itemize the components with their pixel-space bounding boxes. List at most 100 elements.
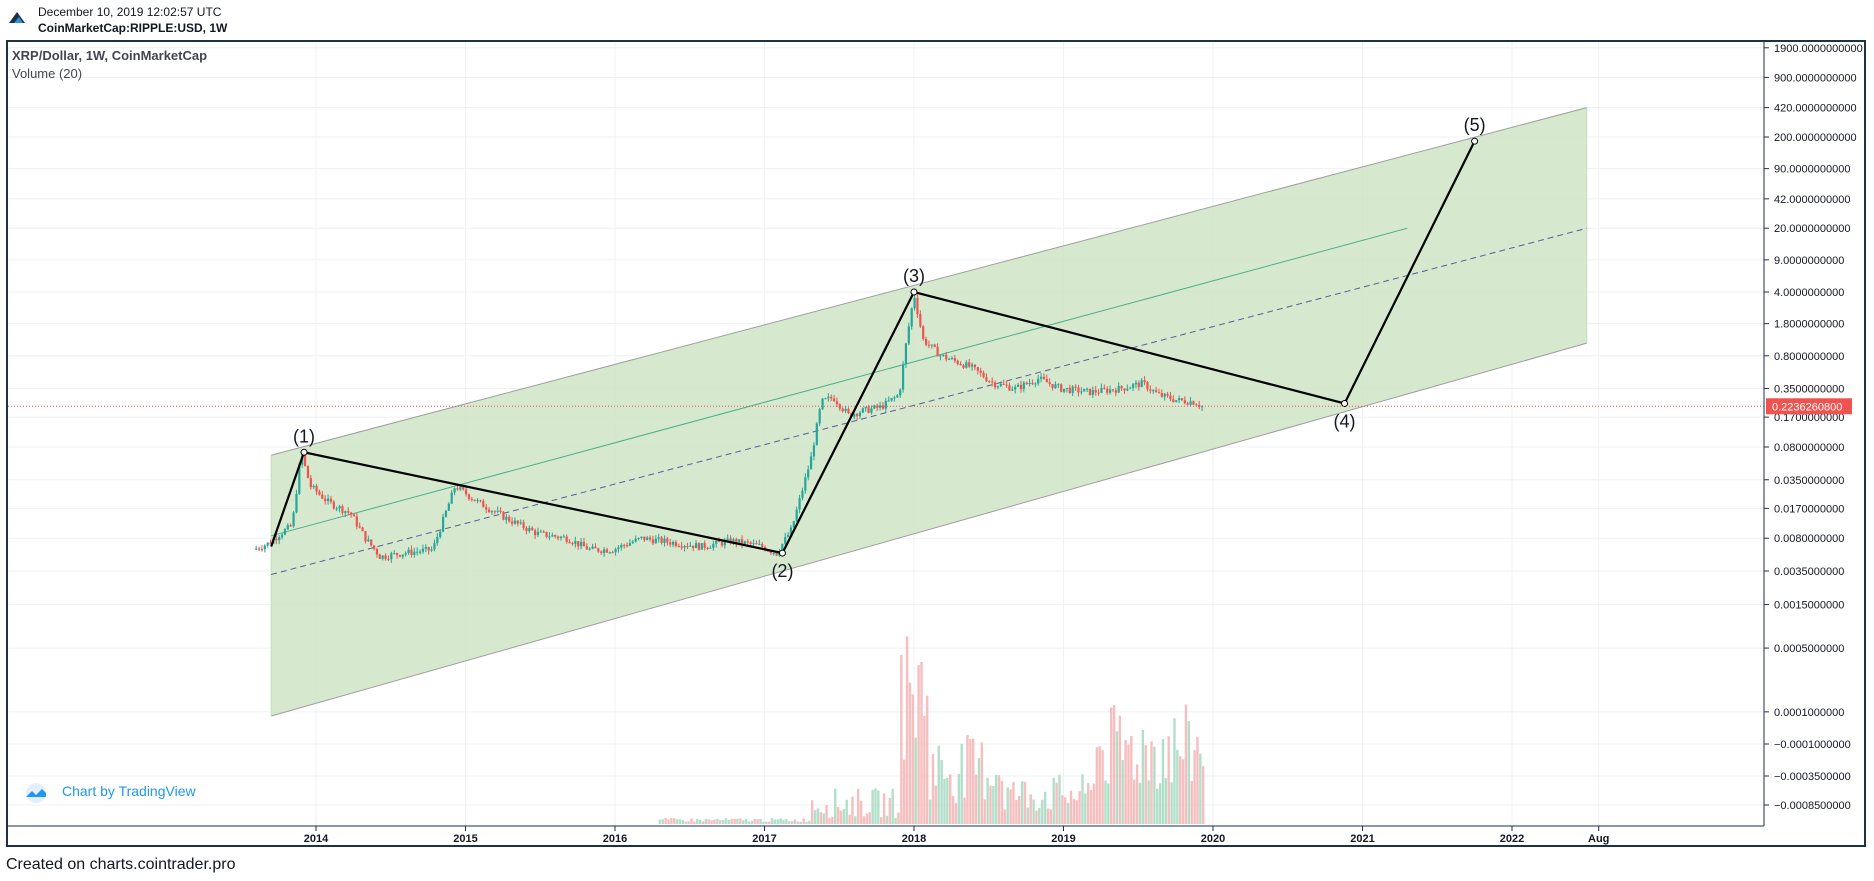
volume-bar (1069, 790, 1073, 824)
volume-bar (1167, 736, 1170, 824)
volume-bar (949, 774, 952, 824)
candle-body (841, 408, 844, 412)
volume-bar (762, 821, 765, 824)
candle-body (398, 555, 402, 557)
candle-body (726, 538, 729, 541)
candle-body (286, 525, 289, 530)
candle-body (413, 551, 416, 555)
candle-body (1062, 388, 1066, 392)
volume-bar (1173, 718, 1176, 824)
candle-body (1002, 383, 1005, 385)
candle-body (1169, 395, 1172, 400)
candle-body (510, 521, 514, 524)
candle-body (792, 521, 795, 528)
volume-bar (877, 790, 880, 824)
volume-bar (779, 818, 782, 824)
candle-body (873, 405, 876, 409)
volume-bar (854, 816, 857, 824)
price-axis: 1900.0000000000 900.0000000000 420.0000000… (1763, 42, 1863, 826)
volume-bar (736, 818, 739, 824)
candle-body (318, 491, 321, 495)
candle-body (462, 486, 465, 490)
candle-body (1045, 378, 1048, 383)
volume-bar (1130, 735, 1133, 824)
candle-body (1146, 382, 1149, 390)
candle-body (930, 344, 933, 346)
volume-bar (808, 820, 811, 824)
candle-body (574, 541, 577, 544)
candle-body (761, 544, 764, 547)
candle-body (657, 537, 660, 539)
candle-body (257, 548, 261, 550)
volume-bars (658, 636, 1205, 824)
volume-bar (911, 694, 915, 824)
volume-bar (1115, 731, 1119, 824)
candle-body (732, 539, 735, 544)
volume-bar (1009, 789, 1012, 824)
volume-bar (667, 819, 670, 824)
candle-body (410, 549, 413, 555)
price-tick-label: 20.0000000000 (1774, 223, 1850, 235)
candle-body (985, 377, 988, 382)
volume-bar (788, 821, 791, 824)
volume-bar (701, 821, 705, 824)
candle-body (482, 500, 485, 508)
volume-bar (834, 788, 837, 824)
candle-body (562, 536, 565, 538)
volume-bar (1003, 809, 1007, 824)
candle-body (1175, 400, 1178, 402)
candle-body (390, 553, 393, 560)
volume-bar (747, 821, 751, 824)
candle-body (723, 540, 726, 546)
candle-body (367, 539, 370, 542)
volume-legend: Volume (20) (12, 66, 83, 81)
candle-body (533, 530, 537, 536)
candle-body (329, 498, 333, 502)
volume-bar (773, 819, 777, 824)
volume-bar (1084, 793, 1087, 824)
candle-body (473, 499, 476, 502)
candle-body (959, 364, 962, 366)
candle-body (775, 552, 778, 556)
volume-bar (790, 820, 794, 824)
volume-bar (1121, 760, 1124, 824)
candle-body (309, 478, 312, 488)
volume-bar (1144, 745, 1147, 824)
volume-bar (874, 788, 877, 824)
price-tick-label: 900.0000000000 (1774, 72, 1857, 84)
candle-body (692, 545, 695, 549)
volume-bar (793, 819, 797, 824)
volume-bar (681, 820, 685, 824)
candle-body (490, 511, 494, 513)
candle-body (453, 488, 456, 493)
candle-body (404, 553, 407, 555)
candle-body (1189, 401, 1192, 405)
candle-body (303, 455, 307, 466)
tradingview-brand-link[interactable]: Chart by TradingView (18, 781, 218, 805)
candle-body (801, 490, 804, 499)
volume-bar (693, 821, 696, 824)
candle-body (979, 370, 982, 373)
candle-body (646, 537, 649, 541)
candle-body (1180, 398, 1184, 401)
volume-bar (868, 812, 871, 824)
candle-body (522, 522, 525, 529)
price-tick-label: −0.0003500000 (1774, 771, 1851, 783)
candle-body (789, 527, 793, 535)
volume-bar (727, 820, 731, 824)
candle-body (1108, 389, 1112, 393)
volume-bar (696, 818, 699, 824)
candle-body (746, 541, 749, 543)
candle-body (827, 396, 830, 399)
volume-bar (1023, 781, 1027, 824)
candle-body (278, 537, 281, 541)
volume-bar (920, 661, 923, 824)
header: December 10, 2019 12:02:57 UTC CoinMarke… (0, 0, 1874, 38)
candle-body (597, 548, 600, 552)
candle-body (1019, 384, 1023, 390)
candle-body (1160, 393, 1163, 397)
candle-body (505, 516, 508, 520)
volume-bar (848, 814, 851, 824)
volume-bar (782, 819, 785, 824)
